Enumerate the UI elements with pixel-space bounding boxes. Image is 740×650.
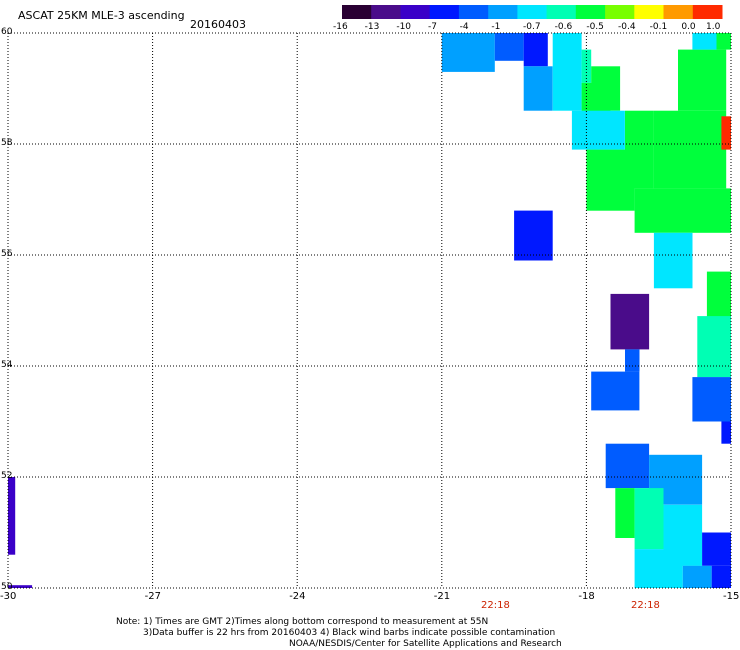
data-cell <box>634 488 664 550</box>
colorbar-swatch <box>692 5 723 19</box>
data-cell <box>634 188 731 233</box>
data-cell <box>692 377 731 422</box>
grid-lines <box>7 32 732 589</box>
data-cell <box>591 371 640 411</box>
colorbar-swatch <box>342 5 372 19</box>
data-cell <box>634 549 683 588</box>
data-cell <box>523 66 553 111</box>
data-cell <box>653 232 693 289</box>
x-tick-label: -24 <box>289 591 306 602</box>
data-cell <box>678 49 727 111</box>
footer-note-2: 3)Data buffer is 22 hrs from 20160403 4)… <box>143 628 556 638</box>
data-cell <box>571 110 625 150</box>
data-cell <box>706 271 731 322</box>
y-tick-label: 52 <box>1 471 13 481</box>
y-tick-label: 60 <box>1 27 13 37</box>
data-cell <box>615 488 635 538</box>
y-tick-label: 56 <box>1 249 13 259</box>
data-cell <box>494 33 524 61</box>
data-cell <box>8 477 16 555</box>
colorbar-label: 0.0 <box>681 22 696 32</box>
x-tick-label: -21 <box>433 591 451 602</box>
data-cell <box>591 66 621 111</box>
colorbar-label: -10 <box>396 22 412 32</box>
colorbar-label: -4 <box>459 22 469 32</box>
data-cell <box>514 210 553 261</box>
footer-note-1: Note: 1) Times are GMT 2)Times along bot… <box>116 617 489 627</box>
colorbar-swatch <box>400 5 431 19</box>
time-label-2: 22:18 <box>631 600 660 611</box>
colorbar-swatch <box>488 5 518 19</box>
x-tick-label: -15 <box>723 591 740 602</box>
x-tick-label: -18 <box>578 591 595 602</box>
data-cells <box>8 33 731 588</box>
data-cell <box>702 532 731 566</box>
colorbar-label: -0.1 <box>649 22 668 32</box>
data-cell <box>697 316 731 378</box>
data-cell <box>610 293 650 350</box>
plot-date: 20160403 <box>190 18 246 31</box>
data-cell <box>692 33 717 50</box>
time-label-1: 22:18 <box>481 600 510 611</box>
colorbar-swatch <box>663 5 694 19</box>
data-cell <box>552 33 582 111</box>
colorbar-swatch <box>546 5 577 19</box>
data-cell <box>605 443 650 489</box>
colorbar-swatch <box>517 5 548 19</box>
colorbar-label: -0.4 <box>618 22 636 32</box>
colorbar <box>342 5 723 19</box>
data-cell <box>441 33 495 72</box>
data-cell <box>523 33 548 67</box>
colorbar-label: -16 <box>333 22 348 32</box>
data-cell <box>586 149 635 211</box>
data-cell <box>716 33 731 50</box>
data-cell <box>711 565 731 588</box>
data-cell <box>653 110 727 189</box>
colorbar-swatch <box>371 5 401 19</box>
colorbar-swatch <box>429 5 460 19</box>
data-cell <box>625 349 640 372</box>
data-cell <box>721 116 731 150</box>
plot-title: ASCAT 25KM MLE-3 ascending <box>18 9 185 22</box>
x-tick-label: -27 <box>144 591 161 602</box>
y-tick-label: 54 <box>1 360 13 370</box>
x-tick-label: -30 <box>0 591 17 602</box>
data-cell <box>682 565 712 588</box>
data-cell <box>8 585 33 588</box>
colorbar-label: -0.6 <box>554 22 573 32</box>
data-cell <box>721 421 731 444</box>
colorbar-label: -0.7 <box>523 22 541 32</box>
colorbar-label: -13 <box>364 22 380 32</box>
colorbar-label: -1 <box>491 22 501 32</box>
colorbar-swatch <box>575 5 606 19</box>
colorbar-swatch <box>605 5 635 19</box>
colorbar-swatch <box>458 5 489 19</box>
colorbar-label: -7 <box>428 22 437 32</box>
colorbar-label: 1.0 <box>706 22 721 32</box>
y-tick-label: 58 <box>1 138 13 148</box>
colorbar-label: -0.5 <box>586 22 604 32</box>
y-tick-label: 50 <box>1 582 13 592</box>
colorbar-swatch <box>634 5 664 19</box>
footer-credit: NOAA/NESDIS/Center for Satellite Applica… <box>289 639 562 649</box>
